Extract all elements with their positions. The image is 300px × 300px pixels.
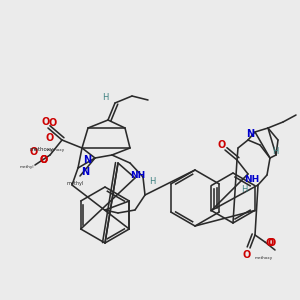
Text: H: H <box>272 148 278 157</box>
Text: O: O <box>243 250 251 260</box>
Text: H: H <box>102 94 108 103</box>
Text: H: H <box>241 184 247 194</box>
Text: methoxy: methoxy <box>30 146 54 152</box>
Text: H: H <box>149 178 155 187</box>
Text: methyl: methyl <box>66 181 84 185</box>
Text: NH: NH <box>130 172 146 181</box>
Text: N: N <box>83 155 91 165</box>
Text: methyl: methyl <box>20 165 34 169</box>
Text: methoxy: methoxy <box>47 148 65 152</box>
Text: NH: NH <box>244 175 260 184</box>
Text: N: N <box>246 129 254 139</box>
Text: O: O <box>218 140 226 150</box>
Text: O: O <box>40 155 48 165</box>
Text: methoxy: methoxy <box>255 256 273 260</box>
Text: O: O <box>268 238 276 248</box>
Text: O: O <box>40 155 48 165</box>
Text: O: O <box>49 118 57 128</box>
Text: N: N <box>81 167 89 177</box>
Text: O: O <box>42 117 50 127</box>
Text: O: O <box>46 133 54 143</box>
Text: O: O <box>266 238 274 248</box>
Text: O: O <box>30 147 38 157</box>
